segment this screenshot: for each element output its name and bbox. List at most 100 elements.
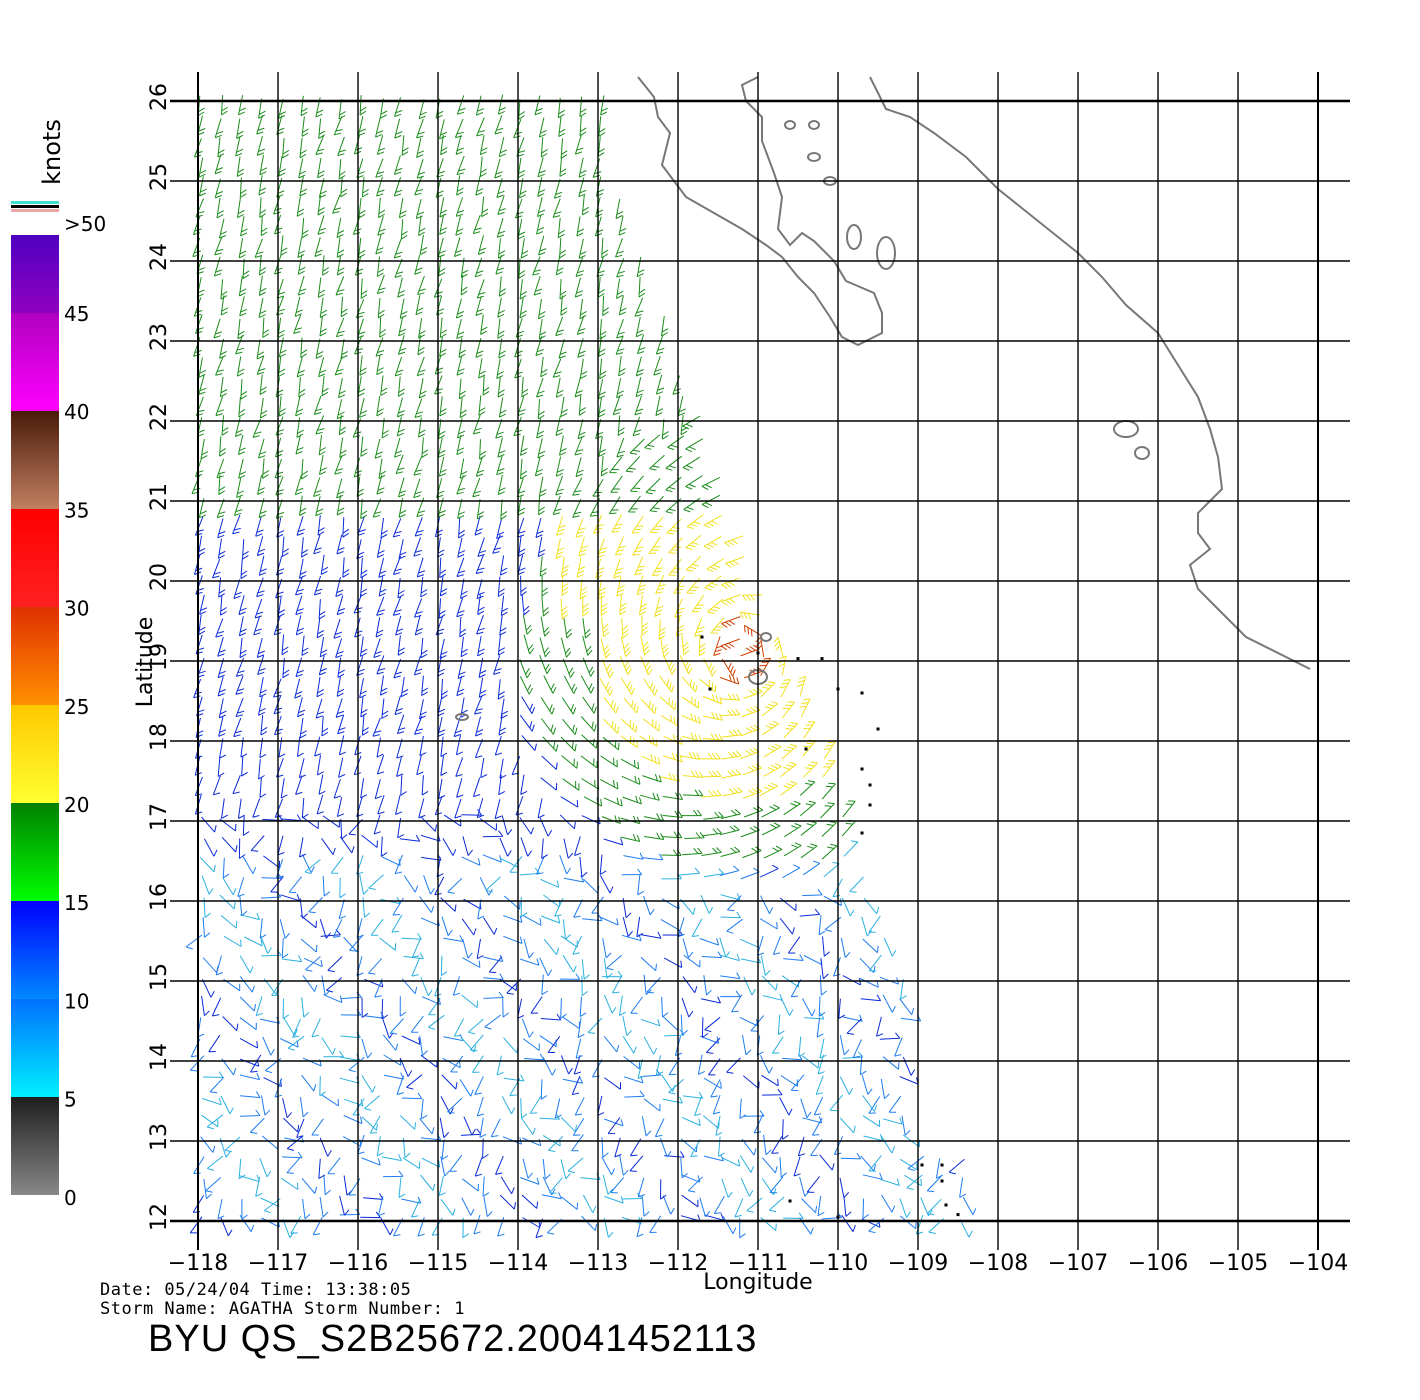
- wind-barb: [560, 1159, 571, 1180]
- wind-barb: [542, 1159, 551, 1180]
- wind-barb: [319, 919, 331, 939]
- wind-barb: [621, 868, 643, 876]
- wind-barb: [440, 736, 448, 758]
- wind-barb: [221, 415, 229, 436]
- wind-barb: [236, 118, 244, 139]
- wind-barb: [797, 1136, 806, 1157]
- wind-barb: [456, 355, 465, 376]
- wind-barb: [519, 676, 533, 695]
- wind-barb: [300, 95, 308, 117]
- wind-barb: [440, 1156, 450, 1177]
- wind-barb: [616, 576, 626, 597]
- wind-barb: [380, 675, 388, 696]
- wind-barb: [778, 655, 787, 676]
- wind-barb: [948, 1158, 965, 1175]
- wind-barb: [651, 558, 664, 577]
- wind-barb: [483, 954, 504, 962]
- wind-barb: [720, 911, 742, 919]
- wind-barb: [421, 437, 429, 458]
- wind-barb: [262, 317, 270, 338]
- island: [1134, 446, 1150, 460]
- wind-barb: [318, 599, 326, 620]
- wind-barb: [600, 455, 608, 477]
- wind-barb: [802, 889, 823, 897]
- flag-marker: [708, 687, 712, 691]
- wind-barb: [357, 516, 366, 536]
- wind-barb: [459, 397, 467, 419]
- colorbar-segment: [11, 411, 59, 509]
- wind-barb: [682, 456, 701, 471]
- wind-barb: [701, 494, 721, 509]
- wind-barb: [579, 115, 587, 137]
- wind-barb: [261, 1217, 280, 1228]
- wind-barb: [215, 356, 224, 376]
- wind-barb: [456, 155, 466, 176]
- wind-barb: [443, 935, 464, 942]
- wind-barb: [724, 535, 744, 547]
- wind-barb: [216, 498, 226, 519]
- wind-barb: [572, 498, 582, 518]
- wind-barb: [558, 338, 567, 359]
- wind-barb: [200, 1136, 216, 1153]
- wind-barb: [497, 474, 506, 496]
- wind-barb: [699, 938, 720, 946]
- wind-barb: [336, 676, 345, 697]
- wind-barb: [721, 1178, 733, 1198]
- wind-barb: [739, 611, 760, 620]
- wind-barb: [576, 216, 585, 237]
- wind-barb: [519, 659, 532, 679]
- island: [876, 236, 896, 270]
- wind-barb: [481, 196, 489, 218]
- wind-barb: [779, 1097, 793, 1116]
- wind-barb: [661, 831, 683, 839]
- wind-barb: [636, 256, 645, 278]
- wind-barb: [220, 595, 227, 616]
- wind-barb: [318, 1158, 326, 1180]
- wind-barb: [606, 954, 623, 971]
- wind-barb: [258, 555, 267, 576]
- wind-barb: [410, 1015, 424, 1033]
- wind-barb: [434, 354, 444, 375]
- wind-barb: [206, 1114, 224, 1130]
- wind-barb: [558, 116, 566, 138]
- wind-barb: [495, 254, 504, 275]
- wind-barb: [744, 1110, 765, 1117]
- wind-barb: [259, 1016, 280, 1024]
- wind-barb: [217, 137, 225, 158]
- wind-barb: [259, 677, 267, 698]
- wind-barb: [321, 1094, 339, 1107]
- wind-barb: [277, 835, 285, 856]
- wind-barb: [397, 335, 407, 355]
- wind-barb: [520, 575, 527, 597]
- wind-barb: [762, 1157, 778, 1174]
- wind-barb: [460, 274, 468, 296]
- wind-barb: [262, 1036, 275, 1056]
- wind-barb: [541, 974, 549, 996]
- wind-barb: [201, 1114, 219, 1128]
- wind-barb: [453, 237, 463, 257]
- wind-barb: [534, 95, 543, 116]
- wind-barb: [597, 579, 607, 600]
- wind-barb: [211, 997, 222, 1017]
- wind-barb: [360, 696, 368, 718]
- wind-barb: [375, 617, 384, 638]
- wind-barb: [413, 456, 423, 476]
- wind-barb: [439, 638, 448, 659]
- wind-barb: [255, 1176, 263, 1197]
- wind-barb: [359, 678, 367, 699]
- wind-barb: [539, 637, 551, 658]
- wind-barb: [500, 698, 509, 719]
- wind-barb: [556, 515, 566, 536]
- wind-barb: [496, 1055, 504, 1076]
- wind-barb: [221, 836, 238, 853]
- wind-barbs-layer: [185, 94, 977, 1239]
- wind-barb: [599, 678, 614, 696]
- wind-barb: [420, 816, 437, 832]
- wind-barb: [604, 1077, 621, 1090]
- wind-barb: [259, 374, 267, 396]
- wind-barb: [540, 1013, 562, 1021]
- colorbar-tick-label: 30: [64, 597, 89, 621]
- wind-barb: [278, 396, 286, 417]
- wind-barb: [600, 595, 608, 616]
- wind-barb: [213, 318, 222, 339]
